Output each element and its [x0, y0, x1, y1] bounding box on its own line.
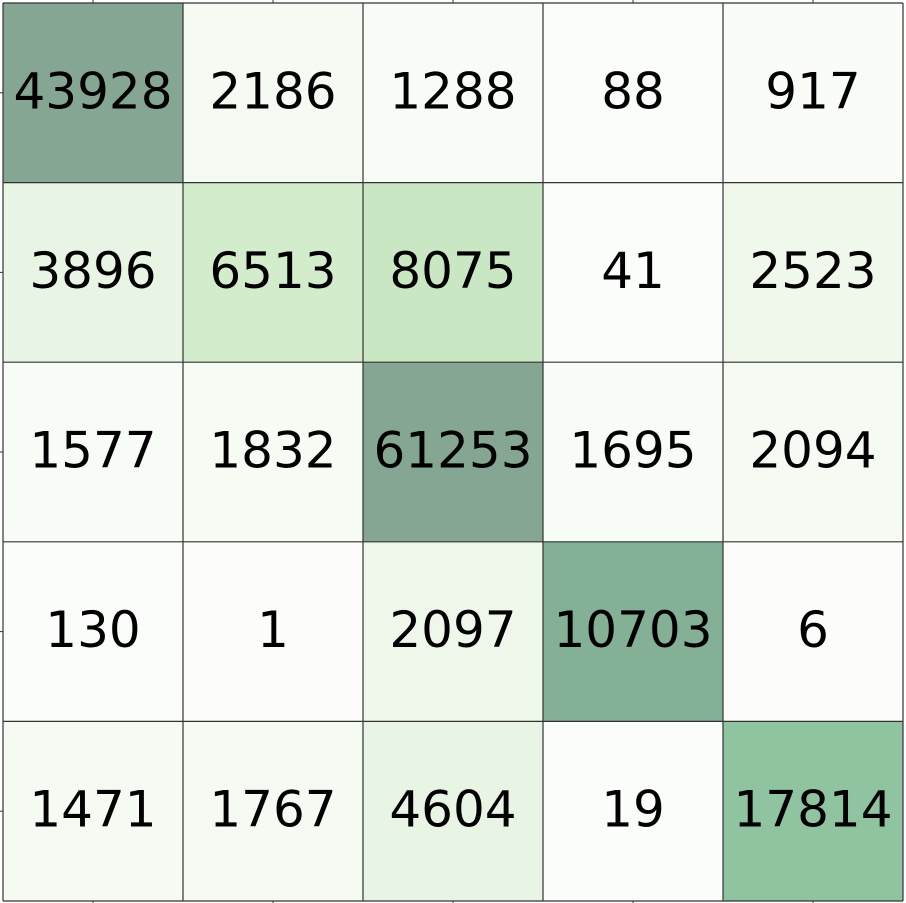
cell-value-label: 6 — [797, 601, 829, 659]
cell-value-label: 1695 — [569, 422, 696, 480]
cell-value-label: 17814 — [733, 781, 892, 839]
cell-value-label: 43928 — [13, 62, 172, 120]
heatmap-cell — [183, 362, 363, 542]
cell-value-label: 8075 — [389, 242, 516, 300]
cell-value-label: 917 — [765, 62, 860, 120]
cell-value-label: 41 — [601, 242, 665, 300]
cell-value-label: 1577 — [29, 422, 156, 480]
heatmap-cell — [543, 3, 723, 183]
heatmap-cell — [723, 182, 903, 363]
cell-value-label: 1832 — [209, 422, 336, 480]
heatmap-cell — [543, 362, 723, 542]
cell-value-label: 6513 — [209, 242, 336, 300]
cell-value-label: 88 — [601, 62, 665, 120]
cell-value-label: 2097 — [389, 601, 516, 659]
cell-value-label: 3896 — [29, 242, 156, 300]
heatmap-cell — [723, 362, 903, 542]
cell-value-label: 2094 — [749, 422, 876, 480]
heatmap-cell — [3, 362, 183, 542]
heatmap-cell — [183, 541, 363, 722]
heatmap-cell — [183, 721, 363, 901]
heatmap-cell — [723, 721, 903, 901]
cell-value-label: 1767 — [209, 781, 336, 839]
cell-value-label: 1471 — [29, 781, 156, 839]
cell-value-label: 10703 — [553, 601, 712, 659]
cell-value-label: 2523 — [749, 242, 876, 300]
heatmap-cell — [3, 541, 183, 722]
cell-value-label: 61253 — [373, 422, 532, 480]
heatmap-cell — [363, 362, 543, 542]
heatmap-cell — [363, 3, 543, 183]
cell-value-label: 1288 — [389, 62, 516, 120]
heatmap-cell — [543, 541, 723, 722]
cell-value-label: 19 — [601, 781, 665, 839]
heatmap-cell — [3, 3, 183, 183]
heatmap-cell — [543, 721, 723, 901]
heatmap-cell — [723, 3, 903, 183]
cell-value-label: 1 — [257, 601, 289, 659]
cell-value-label: 4604 — [389, 781, 516, 839]
cell-value-label: 2186 — [209, 62, 336, 120]
heatmap-cell — [363, 541, 543, 722]
heatmap-cell — [723, 541, 903, 722]
heatmap-cell — [183, 182, 363, 363]
heatmap-cell — [3, 721, 183, 901]
heatmap-cell — [3, 182, 183, 363]
heatmap-cell — [183, 3, 363, 183]
heatmap-cell — [363, 182, 543, 363]
heatmap-cell — [543, 182, 723, 363]
cell-value-label: 130 — [45, 601, 140, 659]
heatmap-cell — [363, 721, 543, 901]
